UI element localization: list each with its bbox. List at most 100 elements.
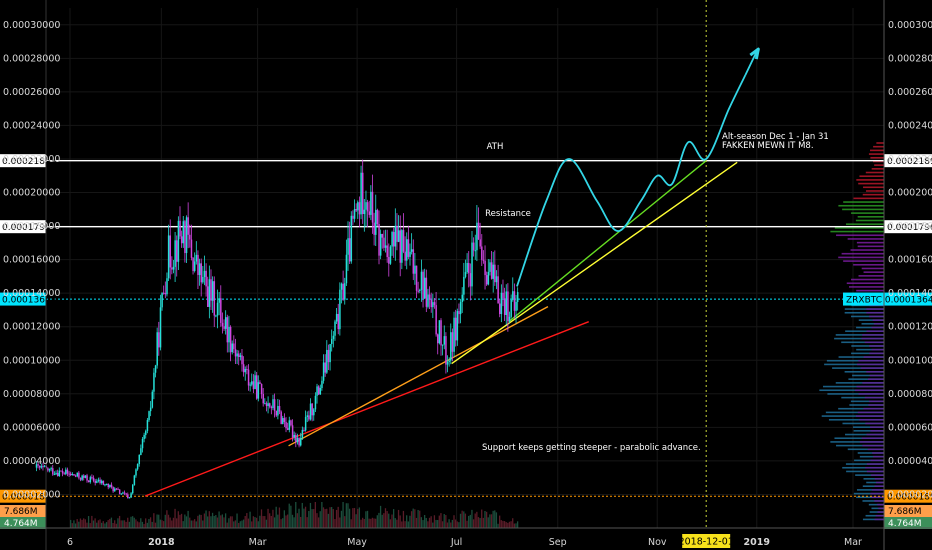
- volume-bar: [277, 514, 279, 528]
- candle-body: [479, 239, 481, 247]
- volume-profile-bar-inner: [856, 385, 884, 388]
- volume-profile-bar-inner: [863, 356, 884, 358]
- volume-bar: [254, 517, 256, 528]
- volume-profile-bar: [862, 485, 884, 487]
- volume-bar: [505, 522, 507, 528]
- candle-body: [450, 332, 452, 361]
- candle-body: [100, 480, 103, 484]
- volume-bar: [381, 514, 383, 528]
- candle-body: [463, 276, 465, 295]
- volume-bar: [399, 515, 401, 528]
- volume-bar: [167, 514, 170, 528]
- volume-profile-bar: [819, 389, 884, 392]
- volume-bar: [169, 517, 171, 528]
- candle-body: [381, 233, 384, 238]
- volume-bar: [386, 511, 388, 528]
- volume-bar: [441, 521, 444, 528]
- volume-bar: [81, 519, 83, 528]
- volume-bar: [448, 519, 450, 528]
- candle-body: [37, 464, 39, 466]
- volume-profile-bar-inner: [861, 337, 884, 340]
- candle-body: [500, 292, 503, 315]
- candle-body: [331, 338, 333, 344]
- volume-bar: [265, 519, 268, 528]
- candle-body: [505, 291, 508, 316]
- volume-bar: [513, 523, 515, 528]
- candle-body: [497, 276, 499, 304]
- candle-body: [200, 263, 202, 283]
- candle-body: [211, 281, 214, 301]
- volume-bar: [164, 514, 166, 528]
- volume-bar: [257, 521, 259, 528]
- volume-bar: [324, 509, 326, 528]
- x-tick-label: Jul: [450, 537, 462, 548]
- y-tick-label-left: 0.00014000: [3, 288, 60, 299]
- candle-body: [91, 477, 93, 479]
- volume-bar: [357, 508, 359, 528]
- volume-profile-bar: [834, 227, 884, 229]
- volume-bar: [389, 519, 392, 528]
- x-tick-label: Sep: [549, 537, 567, 548]
- volume-bar: [239, 521, 241, 528]
- price-tag-right-text: 0.00017963: [887, 223, 932, 233]
- volume-bar: [490, 514, 493, 528]
- candle-body: [141, 438, 144, 449]
- volume-profile-bar: [856, 348, 884, 351]
- volume-bar: [375, 518, 377, 528]
- volume-bar: [172, 517, 175, 528]
- volume-bar: [507, 522, 509, 528]
- candle-body: [492, 264, 494, 279]
- candle-body: [410, 249, 413, 252]
- candle-body: [485, 275, 488, 285]
- y-tick-label-right: 0.00024000: [888, 120, 932, 131]
- volume-profile-bar-inner: [875, 514, 884, 517]
- candle-body: [487, 271, 490, 285]
- volume-profile-bar: [841, 396, 884, 399]
- candle-body: [73, 474, 75, 476]
- volume-profile-bar: [873, 160, 884, 163]
- candle-body: [300, 438, 302, 446]
- y-tick-label-left: 0.00010000: [3, 355, 60, 366]
- volume-bar: [145, 518, 147, 528]
- candle-body: [145, 430, 147, 435]
- candle-body: [228, 326, 230, 343]
- volume-bar: [208, 511, 210, 528]
- candle-body: [334, 321, 336, 336]
- y-tick-label-left: 0.00024000: [3, 120, 60, 131]
- volume-bar: [100, 522, 103, 528]
- volume-profile-bar: [830, 230, 884, 233]
- volume-profile-bar: [841, 341, 884, 344]
- volume-bar: [422, 520, 424, 528]
- candle-body: [135, 469, 137, 476]
- volume-profile-bar: [857, 216, 884, 218]
- volume-bar: [344, 516, 346, 528]
- volume-bar: [283, 510, 285, 528]
- volume-bar: [122, 520, 124, 528]
- volume-bar: [211, 512, 214, 528]
- candle-body: [420, 271, 423, 290]
- volume-profile-bar: [871, 168, 884, 170]
- volume-bar: [105, 522, 108, 528]
- volume-bar: [397, 509, 400, 528]
- volume-bar: [192, 520, 194, 528]
- volume-profile-bar-inner: [869, 400, 884, 403]
- volume-bar: [331, 507, 333, 528]
- annotation-text: ATH: [487, 142, 504, 152]
- volume-bar: [319, 511, 321, 528]
- candle-body: [42, 466, 44, 468]
- volume-profile-bar: [832, 367, 884, 369]
- volume-bar: [301, 502, 303, 528]
- volume-profile-bar: [859, 175, 884, 178]
- candle-body: [386, 245, 388, 258]
- volume-bar: [135, 519, 137, 528]
- volume-profile-bar: [838, 407, 884, 410]
- candle-body: [308, 415, 310, 420]
- volume-profile-bar-inner: [869, 315, 884, 318]
- projection-path: [516, 74, 747, 287]
- volume-profile-bar: [862, 500, 884, 502]
- volume-bar: [402, 510, 405, 528]
- candle-body: [195, 254, 198, 262]
- volume-bar: [99, 519, 101, 528]
- candle-body: [215, 315, 217, 317]
- candle-body: [392, 231, 395, 247]
